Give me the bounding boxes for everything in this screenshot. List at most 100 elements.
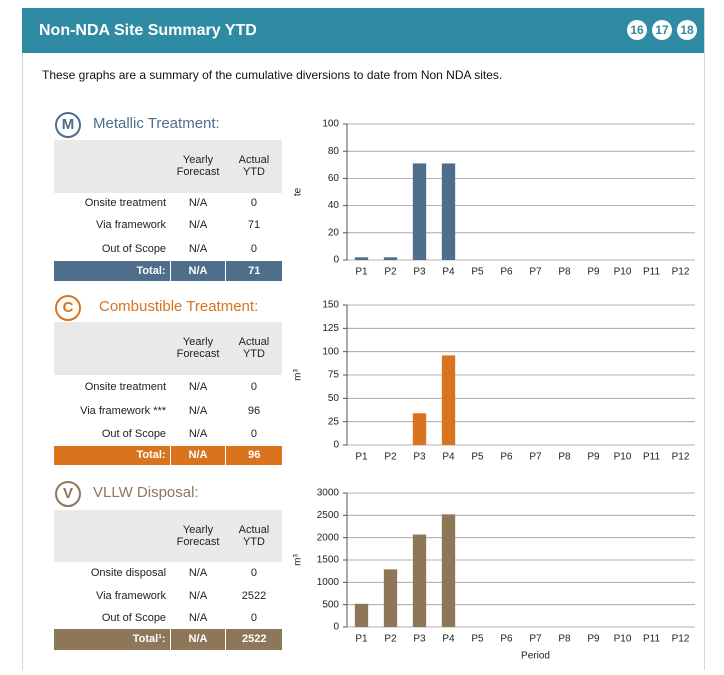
y-tick-label: 100 [322,119,339,130]
table-cell: Via framework [53,584,171,608]
y-axis-label: te [293,187,304,196]
bar [412,534,427,627]
y-tick-label: 500 [322,599,339,610]
table-row: Onsite treatment N/A 0 [53,193,282,214]
x-tick-label: P6 [500,634,513,645]
table-row: Via framework N/A 2522 [53,584,282,608]
x-tick-label: P7 [529,634,542,645]
bar [354,257,369,260]
header-cell: Yearly Forecast [170,510,226,563]
table-cell: N/A [170,375,226,400]
table-cell: 0 [225,237,282,261]
bar [383,257,398,260]
x-tick-label: P10 [614,634,632,645]
x-tick-label: P3 [413,452,426,463]
summary-table: Yearly Forecast Actual YTD Onsite disposal… [53,510,282,651]
y-tick-label: 150 [322,300,339,311]
total-cell: N/A [169,628,226,651]
y-tick-label: 80 [328,146,340,157]
section-icon: C [55,295,81,321]
table-cell: N/A [170,237,226,261]
table-cell: N/A [170,193,226,214]
x-tick-label: P9 [587,634,600,645]
x-tick-label: P9 [587,452,600,463]
y-tick-label: 20 [328,227,340,238]
table-cell: N/A [170,607,226,629]
total-row: Total: N/A 71 [53,260,282,282]
section-icon: V [55,481,81,507]
y-tick-label: 125 [322,323,339,334]
y-tick-label: 0 [333,255,339,266]
bar-chart: 0 500 1000 1500 2000 2500 3000 m³ Period P1 P2 P3 P4… [293,488,695,662]
y-tick-label: 2000 [317,532,340,543]
y-tick-label: 1000 [317,577,340,588]
x-tick-label: P1 [355,452,368,463]
column-header: Yearly Forecast [176,523,220,548]
x-tick-label: P12 [672,267,690,278]
table-cell: 96 [225,399,282,424]
x-tick-label: P5 [471,267,484,278]
table-cell: Onsite disposal [53,562,171,585]
table-cell: 0 [225,607,282,629]
x-tick-label: P4 [442,267,455,278]
y-tick-label: 50 [328,393,340,404]
table-header-row: Yearly Forecast Actual YTD [53,322,282,376]
total-cell: Total: [53,260,171,282]
table-cell: Onsite treatment [53,375,171,400]
header: Non-NDA Site Summary YTD 16 17 18 [22,8,704,53]
total-cell: N/A [169,260,226,282]
y-tick-label: 2500 [317,510,340,521]
table-row: Onsite disposal N/A 0 [53,562,282,585]
x-axis-label: Period [521,651,550,662]
x-tick-label: P7 [529,452,542,463]
y-axis-label: m³ [293,369,304,381]
header-cell: Actual YTD [225,140,282,194]
total-cell: N/A [169,445,226,466]
y-tick-label: 3000 [317,488,340,499]
bar [412,163,427,260]
table-cell: Via framework *** [53,399,171,424]
table-cell: N/A [170,562,226,585]
bar [383,569,398,627]
x-tick-label: P2 [384,452,397,463]
badge: 18 [677,20,697,40]
x-tick-label: P12 [672,634,690,645]
total-row: Total: N/A 96 [53,445,282,466]
bar [441,514,456,627]
x-tick-label: P8 [558,452,571,463]
table-cell: Out of Scope [53,423,171,446]
header-cell: Actual YTD [225,510,282,563]
table-row: Via framework N/A 71 [53,213,282,238]
table-cell: 0 [225,562,282,585]
x-tick-label: P11 [643,452,660,463]
x-tick-label: P12 [672,452,690,463]
column-header: Actual YTD [238,523,270,548]
column-header: Yearly Forecast [176,336,220,361]
section-icon: M [55,112,81,138]
table-cell: 0 [225,423,282,446]
y-tick-label: 75 [328,370,340,381]
table-cell: N/A [170,584,226,608]
total-cell: 71 [225,260,282,282]
y-tick-label: 0 [333,440,339,451]
header-cell [53,322,171,376]
total-cell: Total: [53,445,171,466]
table-header-row: Yearly Forecast Actual YTD [53,140,282,194]
bar-chart: 0 25 50 75 100 125 150 m³ P1 P2 P3 P4 P5 P6 P7 P8 P9 P10 P… [293,300,695,463]
table-cell: 2522 [225,584,282,608]
section-title: Combustible Treatment: [99,298,259,315]
x-tick-label: P2 [384,267,397,278]
x-tick-label: P10 [614,452,632,463]
y-tick-label: 1500 [317,555,340,566]
x-tick-label: P1 [355,267,368,278]
x-tick-label: P10 [614,267,632,278]
total-cell: 2522 [225,628,282,651]
y-tick-label: 60 [328,173,340,184]
table-header-row: Yearly Forecast Actual YTD [53,510,282,563]
y-tick-label: 25 [328,416,340,427]
x-tick-label: P6 [500,452,513,463]
table-cell: Onsite treatment [53,193,171,214]
section-title: Metallic Treatment: [93,115,220,132]
y-axis-label: m³ [293,554,304,566]
